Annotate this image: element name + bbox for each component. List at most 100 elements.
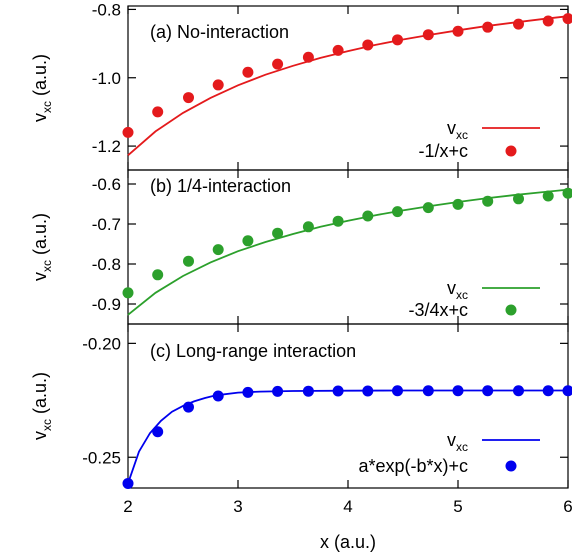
data-point: [362, 385, 374, 397]
data-point: [212, 79, 224, 91]
subscript: xc: [40, 101, 54, 113]
legend-label: vxc: [447, 118, 468, 142]
data-point: [332, 44, 344, 56]
panel-label: (a) No-interaction: [150, 22, 289, 42]
subscript: xc: [456, 288, 468, 302]
text-part: v: [447, 118, 456, 138]
data-point: [452, 198, 464, 210]
data-point: [272, 385, 284, 397]
data-point: [562, 187, 572, 199]
data-point: [242, 386, 254, 398]
data-point: [482, 385, 494, 397]
data-point: [362, 39, 374, 51]
data-point: [362, 210, 374, 222]
data-point: [302, 221, 314, 233]
legend-label: vxc: [447, 278, 468, 302]
data-point: [272, 58, 284, 70]
data-point: [392, 206, 403, 218]
y-tick-label: -0.25: [82, 448, 121, 467]
y-axis-title: vxc (a.u.): [30, 54, 54, 122]
text-part: (a.u.): [30, 213, 50, 260]
data-point: [562, 13, 572, 25]
legend-label: vxc: [447, 430, 468, 454]
y-tick-label: -0.6: [92, 175, 121, 194]
data-point: [542, 385, 554, 397]
data-point: [422, 385, 434, 397]
subscript: xc: [456, 128, 468, 142]
text-part: v: [30, 431, 50, 440]
x-tick-label: 5: [453, 497, 462, 516]
x-tick-label: 2: [123, 497, 132, 516]
x-tick-label: 3: [233, 497, 242, 516]
panel-label: (c) Long-range interaction: [150, 341, 356, 361]
legend-label: a*exp(-b*x)+c: [358, 456, 468, 476]
x-tick-label: 6: [563, 497, 572, 516]
data-point: [302, 385, 314, 397]
data-point: [452, 385, 464, 397]
panel-label: (b) 1/4-interaction: [150, 176, 291, 196]
x-tick-label: 4: [343, 497, 352, 516]
data-point: [152, 269, 164, 281]
data-point: [122, 477, 134, 489]
data-point: [562, 385, 572, 397]
data-point: [152, 106, 164, 118]
legend-label: -3/4x+c: [408, 300, 468, 320]
data-point: [542, 15, 554, 27]
data-point: [122, 287, 134, 299]
data-point: [242, 66, 254, 78]
text-part: v: [447, 278, 456, 298]
y-tick-label: -0.20: [82, 334, 121, 353]
data-point: [242, 235, 254, 247]
y-tick-label: -1.0: [92, 69, 121, 88]
data-point: [452, 25, 464, 37]
data-point: [392, 34, 403, 46]
data-point: [422, 29, 434, 41]
data-point: [302, 51, 314, 63]
text-part: (a.u.): [30, 372, 50, 419]
data-point: [183, 255, 194, 267]
data-point: [482, 195, 494, 207]
series-line: [127, 15, 569, 156]
legend-label: -1/x+c: [418, 141, 468, 161]
y-tick-label: -0.7: [92, 215, 121, 234]
subscript: xc: [456, 440, 468, 454]
text-part: v: [30, 272, 50, 281]
series-line: [127, 389, 568, 484]
data-point: [122, 126, 134, 138]
text-part: v: [447, 430, 456, 450]
y-axis-title: vxc (a.u.): [30, 372, 54, 440]
series-line: [127, 188, 569, 316]
legend-point-swatch: [505, 460, 517, 472]
data-point: [212, 390, 224, 402]
x-axis-title: x (a.u.): [320, 532, 376, 552]
data-point: [422, 202, 434, 214]
data-point: [392, 385, 403, 397]
subscript: xc: [40, 419, 54, 431]
y-axis-title: vxc (a.u.): [30, 213, 54, 281]
data-point: [183, 401, 194, 413]
data-point: [272, 227, 284, 239]
legend-point-swatch: [505, 145, 517, 157]
legend-point-swatch: [505, 304, 517, 316]
data-point: [482, 21, 494, 33]
data-point: [332, 385, 344, 397]
y-tick-label: -0.8: [92, 255, 121, 274]
data-point: [332, 215, 344, 227]
data-point: [513, 18, 524, 30]
text-part: (a.u.): [30, 54, 50, 101]
data-point: [183, 92, 194, 104]
text-part: v: [30, 113, 50, 122]
y-tick-label: -0.8: [92, 0, 121, 19]
data-point: [152, 426, 164, 438]
data-point: [513, 385, 524, 397]
data-point: [542, 190, 554, 202]
data-point: [212, 244, 224, 256]
data-point: [513, 193, 524, 205]
y-tick-label: -1.2: [92, 137, 121, 156]
y-tick-label: -0.9: [92, 295, 121, 314]
